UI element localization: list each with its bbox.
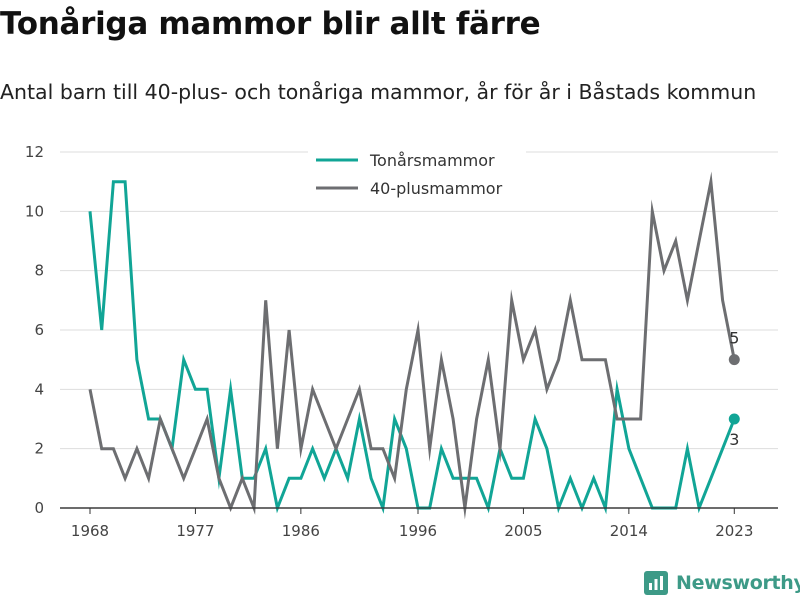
y-tick-label: 2 [34,440,44,458]
x-tick-label: 1968 [71,522,109,540]
y-tick-label: 0 [34,499,44,517]
newsworthy-logo: Newsworthy [644,568,800,598]
end-labels: 35 [728,329,740,449]
chart-subtitle: Antal barn till 40-plus- och tonåriga ma… [0,80,757,104]
bar-chart-icon [644,571,668,595]
legend: Tonårsmammor 40-plusmammor [308,146,526,202]
legend-label: 40-plusmammor [370,179,503,198]
x-tick-label: 1977 [176,522,214,540]
legend-background [308,146,526,202]
end-point [728,413,740,425]
series-line-teens [88,180,736,515]
x-tick-label: 2005 [504,522,542,540]
y-tick-label: 12 [25,143,44,161]
x-axis-ticks: 1968 1977 1986 1996 2005 2014 2023 [71,508,753,540]
y-axis-ticks: 0 2 4 6 8 10 12 [25,143,44,517]
legend-label: Tonårsmammor [369,151,495,170]
y-tick-label: 4 [34,380,44,398]
y-tick-label: 6 [34,321,44,339]
x-tick-label: 2014 [610,522,648,540]
series-lines [88,171,736,520]
x-tick-label: 2023 [715,522,753,540]
brand-name: Newsworthy [676,572,800,594]
end-value-label: 3 [729,430,739,449]
series-line-forty-plus [88,171,736,520]
end-point [728,354,740,366]
chart-title: Tonåriga mammor blir allt färre [0,6,541,42]
x-tick-label: 1986 [282,522,320,540]
y-tick-label: 8 [34,262,44,280]
x-tick-label: 1996 [399,522,437,540]
end-value-label: 5 [729,329,739,348]
y-tick-label: 10 [25,202,44,220]
